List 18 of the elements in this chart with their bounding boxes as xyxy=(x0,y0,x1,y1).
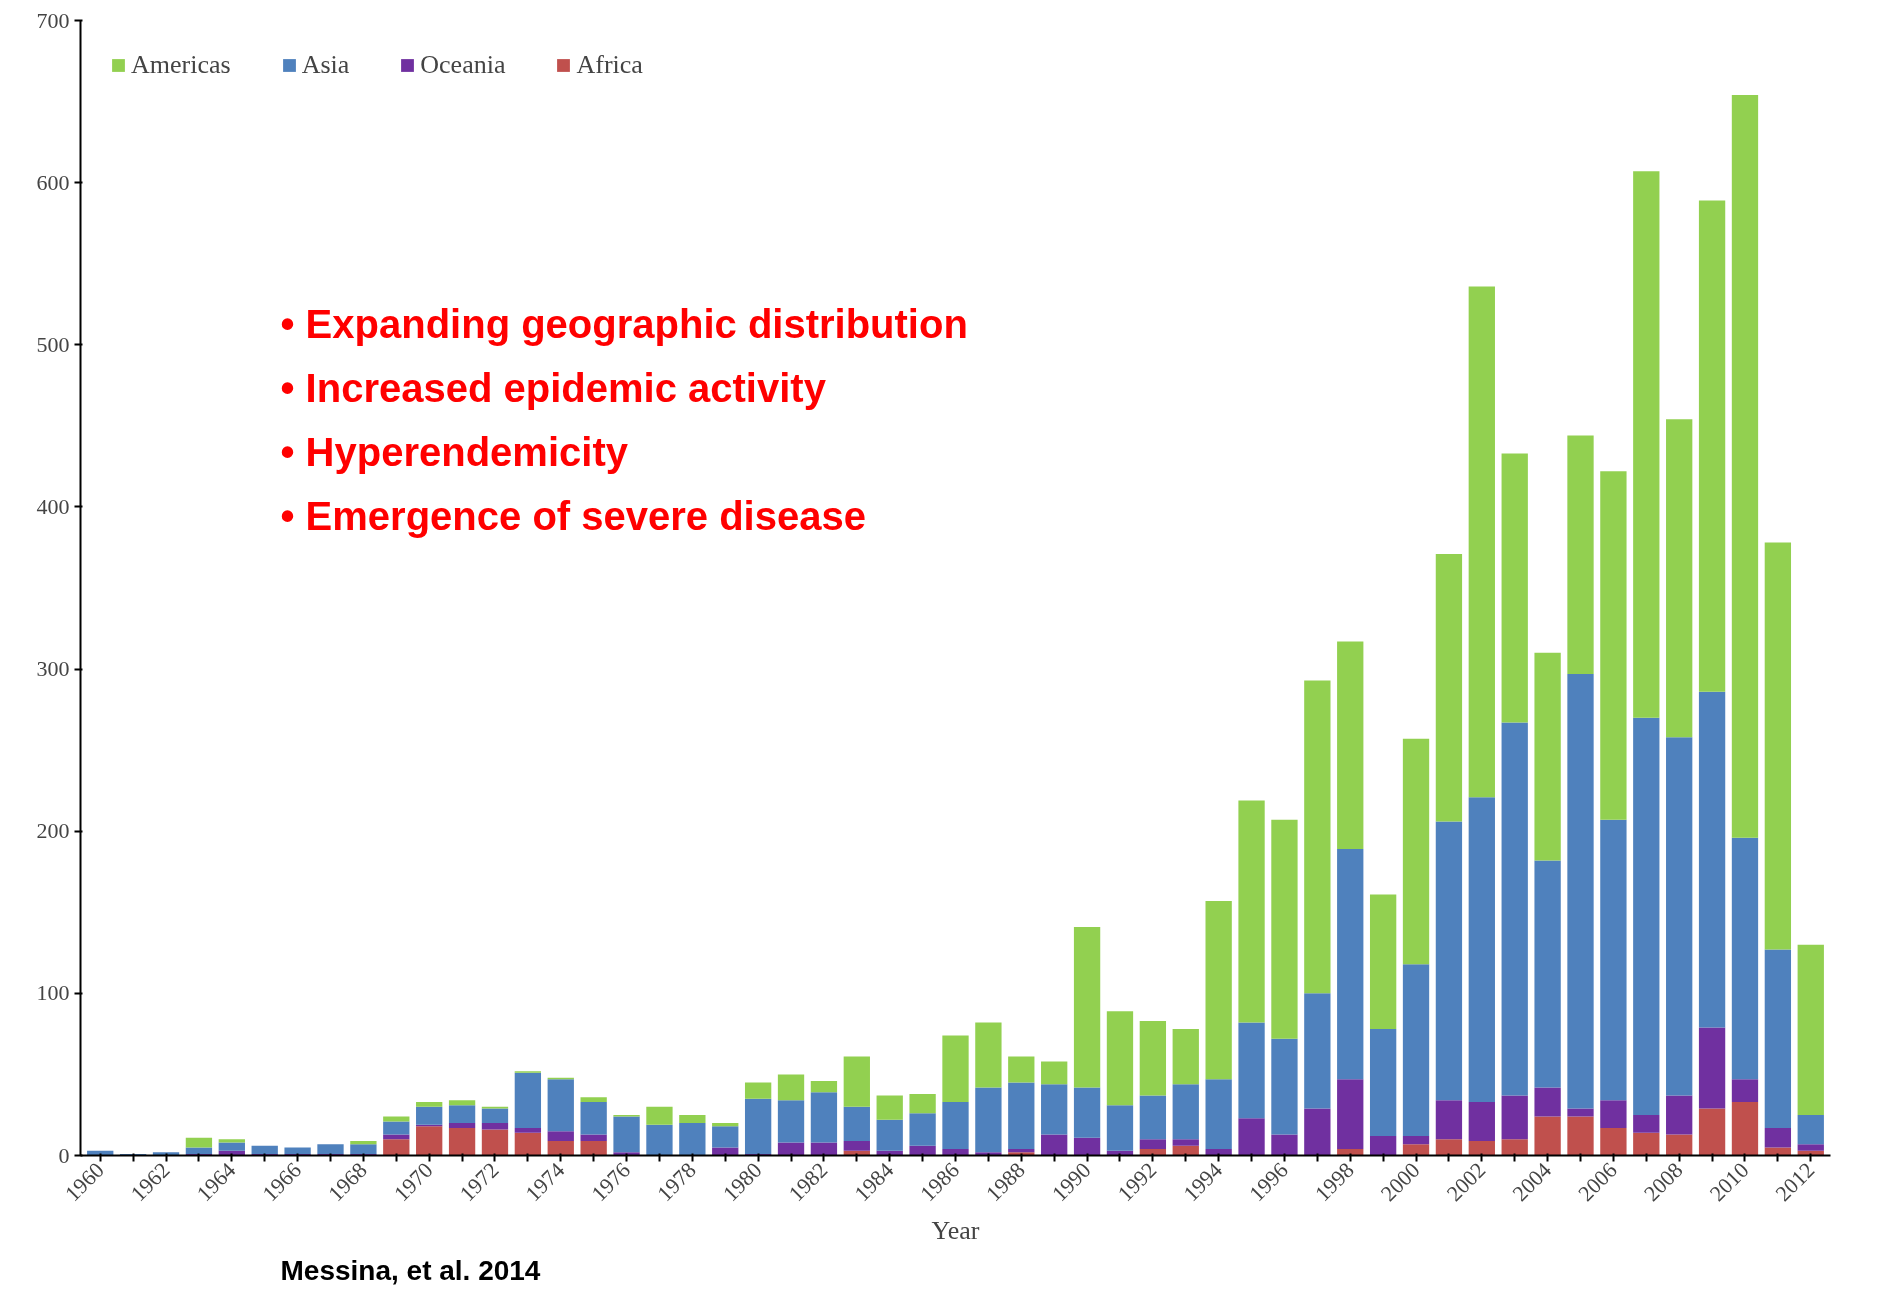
y-tick-label: 300 xyxy=(36,656,70,682)
legend-label: Africa xyxy=(576,50,643,80)
y-tick-label: 0 xyxy=(58,1142,70,1168)
legend-label: Asia xyxy=(301,50,350,80)
y-tick-label: 400 xyxy=(36,493,70,519)
y-tick-label: 100 xyxy=(36,980,70,1006)
annotation: • Expanding geographic distribution xyxy=(280,301,968,346)
y-tick-label: 500 xyxy=(36,331,70,357)
legend-label: Oceania xyxy=(420,50,506,80)
y-tick-label: 200 xyxy=(36,818,70,844)
legend-label: Americas xyxy=(131,50,231,80)
annotation: • Hyperendemicity xyxy=(280,429,629,474)
text: Messina, et al. 2014 xyxy=(280,1254,541,1286)
annotation: • Emergence of severe disease xyxy=(280,493,866,538)
x-axis-title: Year xyxy=(931,1215,980,1245)
y-tick-label: 600 xyxy=(36,169,70,195)
y-tick-label: 700 xyxy=(36,7,70,33)
annotation: • Increased epidemic activity xyxy=(280,365,827,410)
